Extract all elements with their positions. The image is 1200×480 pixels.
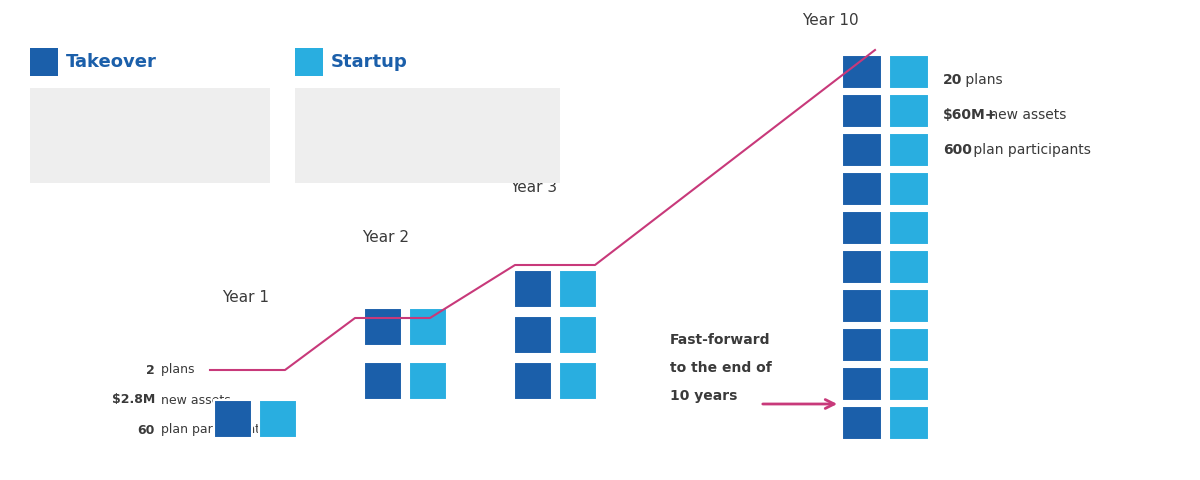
Bar [559, 270, 598, 308]
Text: plans: plans [961, 73, 1003, 87]
Bar [364, 308, 402, 346]
Text: $60M+: $60M+ [943, 108, 997, 122]
Text: new assets: new assets [157, 394, 230, 407]
Bar [409, 308, 446, 346]
Bar [842, 94, 882, 128]
Bar [30, 48, 58, 76]
Bar [514, 316, 552, 354]
Bar [842, 211, 882, 245]
Text: in assets: in assets [78, 104, 142, 117]
Bar [364, 362, 402, 400]
Text: Year 3: Year 3 [510, 180, 557, 195]
Text: in annual contributions: in annual contributions [365, 159, 523, 172]
Text: participants: participants [56, 132, 140, 144]
Bar [889, 406, 929, 440]
Bar [842, 328, 882, 362]
Text: plan participants: plan participants [157, 423, 266, 436]
Bar [842, 406, 882, 440]
Bar [842, 172, 882, 206]
Text: $2.5M: $2.5M [42, 104, 88, 117]
Text: to the end of: to the end of [670, 361, 772, 375]
Bar [842, 133, 882, 167]
Text: Fast-forward: Fast-forward [670, 333, 770, 347]
Text: $150,000: $150,000 [42, 159, 112, 172]
Text: 20: 20 [943, 73, 962, 87]
Bar [889, 133, 929, 167]
Bar [409, 362, 446, 400]
Text: 30: 30 [307, 132, 325, 144]
Bar [842, 367, 882, 401]
Bar [514, 362, 552, 400]
Bar [889, 172, 929, 206]
Text: $0: $0 [307, 104, 325, 117]
Bar [559, 362, 598, 400]
Text: Takeover: Takeover [66, 53, 157, 71]
Text: participants: participants [322, 132, 406, 144]
Text: $2.8M: $2.8M [112, 394, 155, 407]
Text: $150,000: $150,000 [307, 159, 377, 172]
Bar [295, 48, 323, 76]
Text: in assets: in assets [322, 104, 384, 117]
Bar [889, 250, 929, 284]
Bar [259, 400, 298, 438]
Text: Year 10: Year 10 [802, 13, 858, 28]
Bar [842, 55, 882, 89]
Text: in annual contributions: in annual contributions [100, 159, 258, 172]
Bar [889, 55, 929, 89]
Bar [214, 400, 252, 438]
Text: Year 2: Year 2 [362, 230, 409, 245]
Text: plans: plans [157, 363, 194, 376]
Text: 2: 2 [146, 363, 155, 376]
Bar [889, 367, 929, 401]
Text: new assets: new assets [985, 108, 1067, 122]
Text: 60: 60 [138, 423, 155, 436]
Text: Year 1: Year 1 [222, 290, 269, 305]
Bar [889, 211, 929, 245]
Bar [30, 88, 270, 183]
Bar [559, 316, 598, 354]
Bar [514, 270, 552, 308]
Bar [889, 328, 929, 362]
Bar [889, 94, 929, 128]
Text: plan participants: plan participants [970, 143, 1091, 157]
Bar [842, 289, 882, 323]
Bar [295, 88, 560, 183]
Text: 600: 600 [943, 143, 972, 157]
Text: 30: 30 [42, 132, 60, 144]
Text: 10 years: 10 years [670, 389, 737, 403]
Text: Startup: Startup [331, 53, 408, 71]
Bar [842, 250, 882, 284]
Bar [889, 289, 929, 323]
